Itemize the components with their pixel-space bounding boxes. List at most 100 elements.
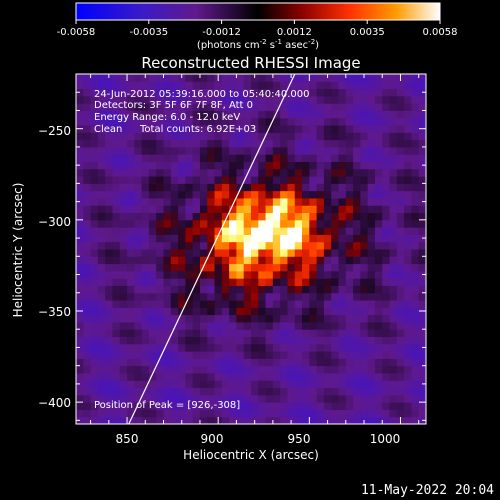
- heatmap-cell: [214, 372, 223, 381]
- heatmap-cell: [163, 307, 172, 316]
- annotation-peak: Position of Peak = [926,-308]: [94, 400, 240, 411]
- heatmap-cell: [119, 81, 128, 90]
- heatmap-cell: [90, 219, 99, 228]
- heatmap-cell: [207, 256, 216, 265]
- heatmap-cell: [360, 365, 369, 374]
- heatmap-cell: [258, 292, 267, 301]
- heatmap-cell: [236, 380, 245, 389]
- heatmap-cell: [148, 117, 157, 126]
- heatmap-cell: [251, 402, 259, 410]
- heatmap-cell: [389, 74, 398, 82]
- heatmap-cell: [156, 168, 164, 177]
- heatmap-cell: [294, 125, 303, 133]
- heatmap-cell: [411, 95, 420, 104]
- heatmap-cell: [207, 307, 216, 316]
- heatmap-cell: [199, 416, 208, 424]
- heatmap-cell: [294, 103, 303, 111]
- heatmap-cell: [148, 351, 157, 359]
- heatmap-cell: [374, 197, 383, 206]
- heatmap-cell: [389, 380, 398, 389]
- heatmap-cell: [90, 241, 99, 250]
- heatmap-cell: [192, 380, 201, 389]
- heatmap-cell: [105, 343, 113, 352]
- heatmap-cell: [229, 409, 237, 418]
- heatmap-cell: [396, 241, 405, 250]
- heatmap-cell: [105, 139, 113, 148]
- heatmap-cell: [192, 314, 201, 323]
- heatmap-cell: [221, 234, 230, 243]
- heatmap-cell: [396, 358, 405, 367]
- heatmap-cell: [83, 351, 92, 359]
- heatmap-cell: [258, 365, 267, 374]
- heatmap-cell: [396, 380, 405, 389]
- heatmap-cell: [323, 249, 332, 257]
- heatmap-cell: [331, 307, 339, 316]
- heatmap-cell: [214, 234, 223, 243]
- heatmap-cell: [251, 409, 259, 418]
- heatmap-cell: [418, 139, 426, 148]
- heatmap-cell: [148, 336, 157, 345]
- heatmap-cell: [141, 402, 150, 410]
- heatmap-cell: [374, 416, 383, 424]
- heatmap-cell: [404, 125, 412, 133]
- heatmap-cell: [119, 256, 128, 265]
- heatmap-cell: [119, 219, 128, 228]
- heatmap-cell: [353, 409, 361, 418]
- heatmap-cell: [148, 365, 157, 374]
- heatmap-cell: [214, 125, 223, 133]
- heatmap-cell: [97, 249, 106, 257]
- heatmap-cell: [83, 336, 92, 345]
- heatmap-cell: [309, 74, 318, 82]
- heatmap-cell: [185, 197, 194, 206]
- heatmap-cell: [214, 409, 223, 418]
- heatmap-cell: [90, 336, 99, 345]
- heatmap-cell: [323, 314, 332, 323]
- heatmap-cell: [141, 409, 150, 418]
- heatmap-cell: [207, 343, 216, 352]
- heatmap-cell: [185, 205, 194, 214]
- heatmap-cell: [236, 205, 245, 214]
- heatmap-cell: [374, 125, 383, 133]
- heatmap-cell: [105, 81, 113, 90]
- heatmap-cell: [105, 380, 113, 389]
- heatmap-cell: [272, 139, 281, 148]
- heatmap-cell: [192, 256, 201, 265]
- heatmap-cell: [76, 146, 84, 155]
- heatmap-cell: [127, 146, 135, 155]
- heatmap-cell: [83, 285, 92, 294]
- heatmap-cell: [243, 154, 252, 162]
- heatmap-cell: [236, 234, 245, 243]
- heatmap-cell: [302, 343, 310, 352]
- heatmap-cell: [294, 387, 303, 396]
- y-tick-label: −300: [38, 215, 71, 229]
- heatmap-cell: [360, 125, 369, 133]
- heatmap-cell: [199, 343, 208, 352]
- heatmap-cell: [353, 219, 361, 228]
- heatmap-cell: [280, 351, 288, 359]
- heatmap-cell: [345, 176, 354, 184]
- heatmap-cell: [192, 241, 201, 250]
- heatmap-cell: [294, 292, 303, 301]
- heatmap-cell: [258, 314, 267, 323]
- heatmap-cell: [119, 416, 128, 424]
- heatmap-cell: [258, 394, 267, 403]
- heatmap-cell: [119, 321, 128, 330]
- heatmap-cell: [265, 321, 274, 330]
- heatmap-cell: [389, 372, 398, 381]
- heatmap-cell: [170, 372, 179, 381]
- heatmap-cell: [338, 351, 347, 359]
- heatmap-cell: [338, 117, 347, 126]
- heatmap-cell: [389, 314, 398, 323]
- heatmap-cell: [294, 117, 303, 126]
- heatmap-cell: [302, 394, 310, 403]
- heatmap-cell: [134, 95, 143, 104]
- heatmap-cell: [382, 409, 391, 418]
- heatmap-cell: [127, 249, 135, 257]
- heatmap-cell: [353, 300, 361, 308]
- heatmap-cell: [207, 132, 216, 141]
- heatmap-cell: [112, 256, 121, 265]
- heatmap-cell: [156, 197, 164, 206]
- heatmap-cell: [90, 146, 99, 155]
- heatmap-cell: [345, 292, 354, 301]
- heatmap-cell: [411, 351, 420, 359]
